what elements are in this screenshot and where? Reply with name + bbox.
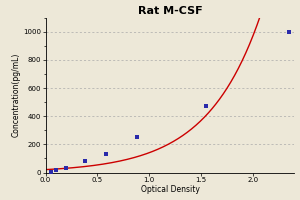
Y-axis label: Concentration(pg/mL): Concentration(pg/mL) [12,53,21,137]
Point [64,166,69,169]
Point [82,160,87,163]
Title: Rat M-CSF: Rat M-CSF [138,6,202,16]
Point [103,153,108,156]
Point [287,30,292,33]
Point [134,136,139,139]
Point [53,168,58,172]
Point [204,105,209,108]
X-axis label: Optical Density: Optical Density [140,185,200,194]
Point [48,170,53,173]
